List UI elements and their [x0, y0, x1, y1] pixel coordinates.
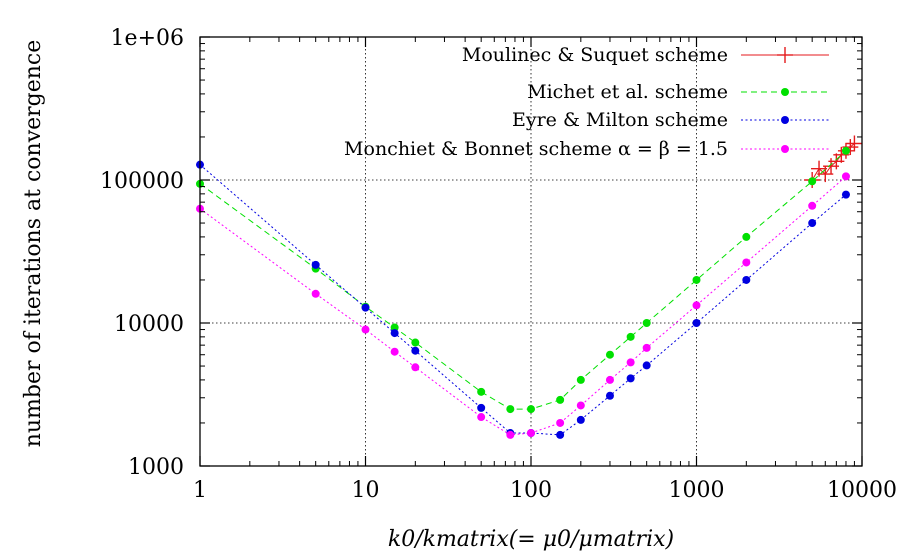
data-point	[605, 391, 614, 400]
legend-label: Michet et al. scheme	[527, 81, 728, 103]
data-point	[390, 329, 399, 338]
data-point	[527, 405, 535, 414]
data-point	[556, 430, 565, 439]
data-point	[692, 275, 701, 284]
data-point	[626, 374, 635, 383]
data-point	[556, 395, 565, 404]
data-point	[642, 319, 651, 327]
legend-marker	[781, 145, 789, 153]
data-point	[626, 332, 635, 341]
data-point	[506, 405, 515, 414]
data-point	[642, 361, 651, 370]
data-point	[841, 172, 850, 181]
data-point	[477, 387, 486, 396]
y-tick-label: 1e+06	[111, 26, 184, 51]
data-point	[506, 430, 515, 439]
data-point	[477, 403, 486, 412]
x-tick-label: 10000	[827, 478, 897, 503]
y-tick-label: 10000	[114, 312, 184, 337]
data-point	[576, 375, 585, 384]
data-point	[605, 375, 614, 384]
data-point	[390, 323, 399, 332]
data-point	[576, 415, 585, 424]
data-point	[808, 219, 817, 228]
legend-marker	[781, 88, 789, 96]
data-point	[692, 301, 701, 310]
data-point	[605, 350, 614, 359]
x-axis-label: k0/kmatrix(= μ0/μmatrix)	[388, 527, 674, 552]
data-point	[390, 347, 399, 356]
data-point	[808, 201, 817, 210]
data-point	[808, 177, 817, 186]
legend-marker	[777, 47, 793, 63]
legend-marker	[781, 116, 789, 124]
x-tick-label: 100	[510, 478, 552, 503]
data-point	[527, 429, 535, 438]
data-point	[311, 289, 320, 298]
legend-label: Eyre & Milton scheme	[512, 109, 728, 131]
data-point	[361, 325, 370, 334]
x-tick-label: 1	[193, 478, 207, 503]
data-point	[411, 346, 420, 355]
data-point	[742, 258, 751, 267]
series-2	[196, 146, 850, 414]
legend-label: Monchiet & Bonnet scheme α = β = 1.5	[344, 138, 728, 160]
data-point	[846, 135, 863, 152]
data-point	[742, 232, 751, 241]
x-tick-label: 1000	[669, 478, 725, 503]
data-point	[311, 260, 320, 269]
legend-label: Moulinec & Suquet scheme	[462, 44, 728, 66]
data-point	[556, 418, 565, 427]
data-point	[576, 401, 585, 410]
y-tick-label: 1000	[128, 455, 184, 480]
data-point	[411, 338, 420, 347]
ticks	[199, 36, 863, 467]
data-point	[841, 190, 850, 199]
series-4	[196, 172, 850, 439]
data-point	[361, 303, 370, 312]
x-tick-label: 10	[352, 478, 380, 503]
series-layer	[196, 135, 863, 439]
data-point	[642, 343, 651, 352]
data-point	[742, 275, 751, 284]
data-point	[692, 319, 701, 327]
y-tick-label: 100000	[100, 169, 184, 194]
series-3	[196, 160, 850, 439]
tick-labels: 1 10 100 1000 10000 1000 10000 100000 1e+06	[100, 26, 897, 503]
data-point	[626, 358, 635, 367]
grid	[200, 37, 862, 466]
data-point	[841, 146, 850, 155]
legend: Moulinec & Suquet scheme Michet et al. sc…	[344, 44, 829, 160]
data-point	[477, 413, 486, 422]
data-point	[411, 363, 420, 372]
y-axis-label: number of iterations at convergence	[21, 40, 46, 448]
